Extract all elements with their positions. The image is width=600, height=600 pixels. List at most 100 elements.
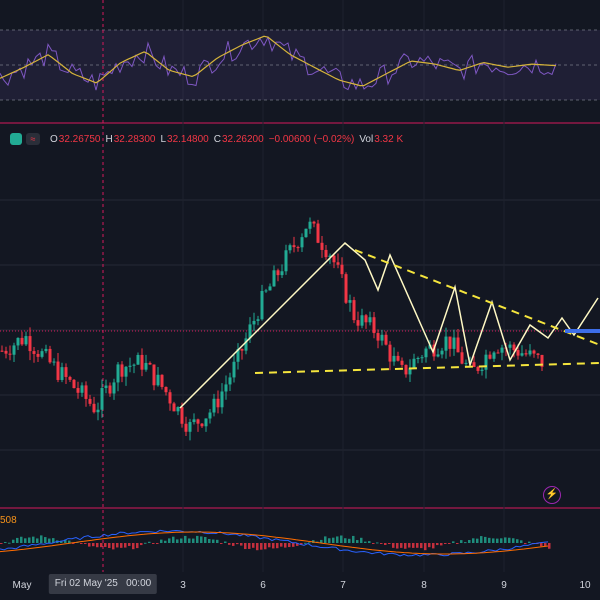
macd-histogram-bar [408,543,411,548]
macd-histogram-bar [184,535,187,543]
macd-histogram-bar [520,540,523,543]
candle-body [208,412,212,419]
candle-body [104,385,108,389]
macd-histogram-bar [104,543,107,547]
macd-histogram-bar [548,543,551,549]
candle-body [272,270,276,287]
candle-body [216,398,220,408]
macd-histogram-bar [496,538,499,543]
candle-body [384,334,388,345]
eye-icon[interactable] [10,133,22,145]
x-tick-label: 10 [579,580,591,591]
macd-histogram-bar [92,543,95,547]
macd-histogram-bar [224,541,227,543]
candle-body [204,418,208,427]
macd-histogram-bar [20,536,23,543]
candle-body [360,315,364,326]
candle-body [12,345,16,355]
candle-body [348,300,352,303]
macd-histogram-bar [12,539,15,543]
crosshair-time-label: Fri 02 May '25 00:00 [48,574,158,594]
rsi-line [0,35,557,91]
candle-body [88,398,92,404]
low-value: 32.14800 [167,133,209,145]
macd-histogram-bar [440,543,443,546]
candle-body [296,247,300,249]
candle-body [120,364,124,377]
macd-histogram-bar [260,543,263,550]
macd-histogram-bar [136,543,139,549]
macd-histogram-bar [336,536,339,543]
candle-body [0,350,4,352]
macd-histogram-bar [220,543,223,544]
macd-histogram-bar [24,538,27,543]
macd-histogram-bar [272,543,275,549]
candle-body [456,337,460,353]
candle-body [20,337,24,345]
macd-histogram-bar [340,535,343,543]
candle-body [116,364,120,383]
candle-body [8,353,12,355]
macd-histogram-bar [480,536,483,543]
candle-body [420,357,424,359]
macd-histogram-bar [0,543,3,544]
candle-body [32,351,36,354]
macd-histogram-bar [276,543,279,549]
macd-histogram-bar [188,538,191,543]
lower-trendline [254,362,600,374]
candle-body [240,349,244,351]
macd-histogram-bar [540,543,543,547]
candle-body [176,407,180,412]
macd-histogram-bar [16,537,19,543]
macd-histogram-bar [484,536,487,543]
wave-icon[interactable]: ≈ [26,133,40,145]
candle-body [476,366,480,371]
macd-histogram-bar [476,538,479,543]
candle-body [472,362,476,367]
candle-body [464,362,468,364]
macd-histogram-bar [288,543,291,548]
candle-body [460,352,464,364]
candle-body [124,366,128,377]
candle-body [512,344,516,351]
macd-histogram-bar [492,538,495,543]
x-tick-label: 6 [260,580,266,591]
candle-body [284,250,288,272]
candle-body [356,320,360,326]
macd-histogram-bar [456,543,459,544]
flash-icon[interactable]: ⚡ [543,486,561,504]
candle-body [160,374,164,387]
macd-histogram-bar [384,543,387,546]
candle-body [68,376,72,380]
candle-body [60,367,64,380]
time-axis[interactable]: May 3 6 7 8 9 10 [0,572,600,600]
macd-histogram-bar [380,543,383,544]
macd-histogram-bar [388,543,391,544]
candle-body [280,271,284,276]
macd-histogram-bar [460,540,463,543]
macd-histogram-bar [80,543,83,544]
macd-histogram-bar [508,537,511,543]
macd-histogram-bar [428,543,431,548]
macd-histogram-bar [352,535,355,543]
macd-histogram-bar [88,543,91,547]
macd-histogram-bar [412,543,415,548]
candle-body [152,364,156,386]
candle-body [200,423,204,427]
macd-histogram-bar [444,543,447,544]
candle-body [244,338,248,351]
high-label: H [105,133,113,145]
candle-body [64,367,68,377]
candle-body [184,423,188,432]
candle-body [368,317,372,323]
macd-histogram-bar [236,543,239,545]
macd-histogram-bar [320,539,323,543]
macd-histogram-bar [256,543,259,551]
macd-histogram-bar [180,538,183,543]
ohlc-legend: ≈ O 32.26750 H 32.28300 L 32.14800 C 32.… [10,131,408,147]
macd-histogram-bar [64,539,67,543]
macd-histogram-bar [420,543,423,549]
close-label: C [213,133,221,145]
close-value: 32.26200 [221,133,264,145]
